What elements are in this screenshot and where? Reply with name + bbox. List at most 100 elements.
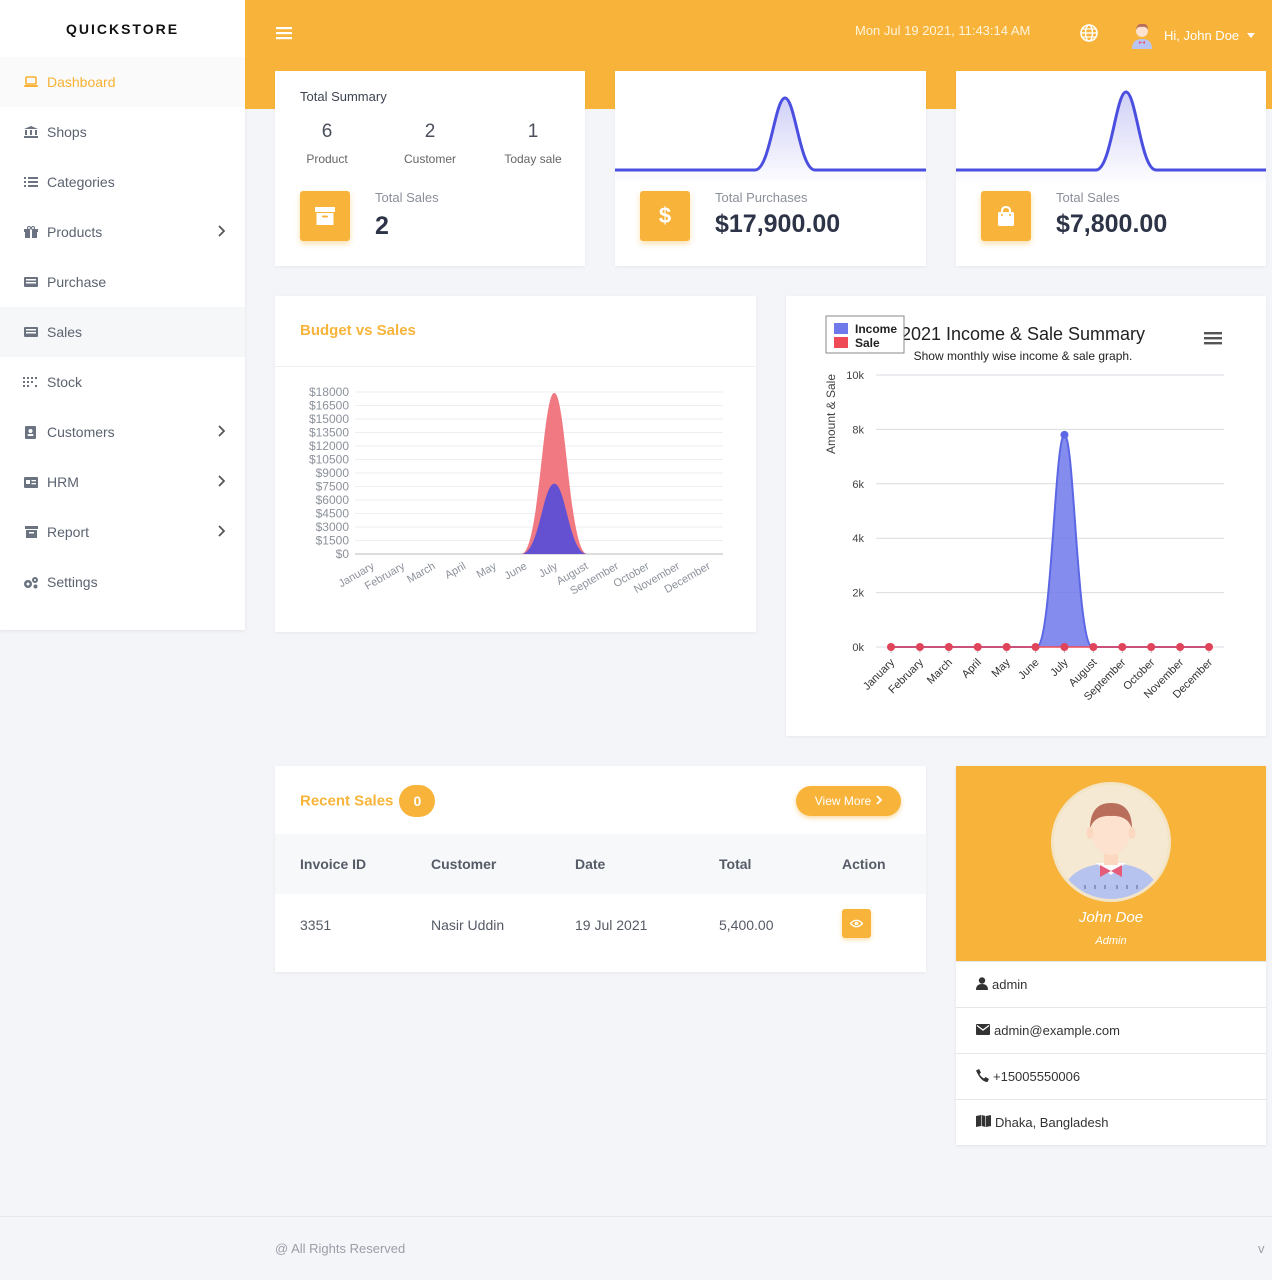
brand-logo[interactable]: QUICKSTORE [65,20,180,37]
column-header-date: Date [575,856,606,872]
profile-username-row: admin [956,961,1266,1007]
sidebar-item-settings[interactable]: Settings [0,557,245,607]
user-greeting: Hi, John Doe [1164,28,1240,43]
column-header-total: Total [719,856,752,872]
cogs-icon [22,576,40,589]
sidebar-item-sales[interactable]: Sales [0,307,245,357]
globe-icon[interactable] [1080,24,1098,47]
x-tick-label: May [990,656,1014,680]
chart-menu-icon[interactable] [1204,331,1222,350]
y-tick-label: 10k [846,370,864,382]
income-point [1060,430,1069,439]
y-tick-label: 8k [852,424,864,436]
profile-email[interactable]: admin@example.com [994,1023,1120,1038]
shopping-bag-icon [981,191,1031,241]
y-tick-label: 2k [852,588,864,600]
user-menu[interactable]: Hi, John Doe [1127,19,1256,52]
phone-icon [976,1068,993,1085]
list-icon [22,176,40,188]
sale-point [973,643,982,651]
total-sales-amount-value: $7,800.00 [1056,210,1168,238]
receipt-icon [22,326,40,338]
sidebar-item-report[interactable]: Report [0,507,245,557]
y-tick-label: $12000 [309,439,349,453]
total-purchases-value: $17,900.00 [715,210,841,238]
envelope-icon [976,1023,994,1038]
y-tick-label: $3000 [316,520,350,534]
sidebar-item-stock[interactable]: Stock [0,357,245,407]
column-header-action: Action [842,856,886,872]
sidebar-item-categories[interactable]: Categories [0,157,245,207]
sidebar-item-dashboard[interactable]: Dashboard [0,57,245,107]
sidebar-item-label: Products [47,224,103,240]
footer: @ All Rights Reserved v [0,1216,1272,1280]
sidebar-item-label: HRM [47,474,79,490]
sidebar-item-label: Customers [47,424,115,440]
sale-point [1205,643,1213,651]
x-tick-label: April [443,560,468,581]
chevron-right-icon [217,524,226,540]
header-datetime: Mon Jul 19 2021, 11:43:14 AM [855,23,1031,38]
sidebar-item-customers[interactable]: Customers [0,407,245,457]
y-axis-label: Amount & Sale [824,374,838,454]
y-tick-label: $1500 [316,534,350,548]
hamburger-menu-icon[interactable] [276,26,292,45]
profile-name: John Doe [1078,909,1144,926]
chevron-right-icon [217,424,226,440]
view-more-button[interactable]: View More [796,786,901,816]
sidebar-item-hrm[interactable]: HRM [0,457,245,507]
total-sales-amount-card: Total Sales $7,800.00 [956,71,1266,266]
sale-point [1089,643,1098,651]
recent-sales-badge: 0 [399,785,436,817]
dollar-icon: $ [640,191,690,241]
sidebar: QUICKSTORE Dashboard Shops Categories Pr… [0,0,245,630]
sale-point [1176,643,1185,651]
total-sales-label: Total Sales [375,190,439,205]
archive-icon [300,191,350,241]
y-tick-label: $4500 [316,507,350,521]
y-tick-label: $7500 [316,480,350,494]
recent-sales-title-text: Recent Sales [300,792,394,810]
invoice-cell: 3351 [300,917,332,933]
profile-avatar [1051,782,1171,902]
series-area-1 [371,483,707,554]
total-purchases-label: Total Purchases [715,190,808,205]
laptop-icon [22,76,40,88]
sidebar-item-purchase[interactable]: Purchase [0,257,245,307]
y-tick-label: $9000 [316,466,350,480]
date-cell: 19 Jul 2021 [575,917,648,933]
x-tick-label: May [475,560,499,581]
legend-swatch-sale [834,337,848,348]
sale-point [1118,643,1127,651]
total-sales-count: 2 [375,212,389,240]
y-tick-label: $18000 [309,385,349,399]
sale-point [944,643,953,651]
grid-dots-icon [22,377,40,387]
address-book-icon [22,425,40,439]
budget-vs-sales-card: Budget vs Sales $18000 $16500 $15000 $13500… [275,296,756,632]
profile-location-row: Dhaka, Bangladesh [956,1099,1266,1145]
y-tick-label: $6000 [316,493,350,507]
sidebar-item-label: Purchase [47,274,107,290]
x-tick-label: March [405,560,437,586]
view-more-label: View More [814,794,872,808]
legend-swatch-income [834,323,848,334]
y-tick-label: 0k [852,642,864,654]
y-tick-label: $13500 [309,426,349,440]
column-header-customer: Customer [431,856,497,872]
sale-point [1002,643,1011,651]
gift-icon [22,226,40,238]
sidebar-item-shops[interactable]: Shops [0,107,245,157]
sidebar-item-products[interactable]: Products [0,207,245,257]
y-tick-label: $16500 [309,399,349,413]
y-tick-label: $15000 [309,412,349,426]
view-sale-button[interactable] [842,909,871,938]
sale-point [887,643,895,651]
profile-phone: +15005550006 [993,1069,1081,1084]
y-tick-label: $10500 [309,453,349,467]
product-label: Product [306,152,348,166]
profile-role: Admin [1095,935,1127,947]
map-icon [976,1115,995,1130]
sidebar-item-label: Stock [47,374,83,390]
y-tick-label: 4k [852,533,864,545]
